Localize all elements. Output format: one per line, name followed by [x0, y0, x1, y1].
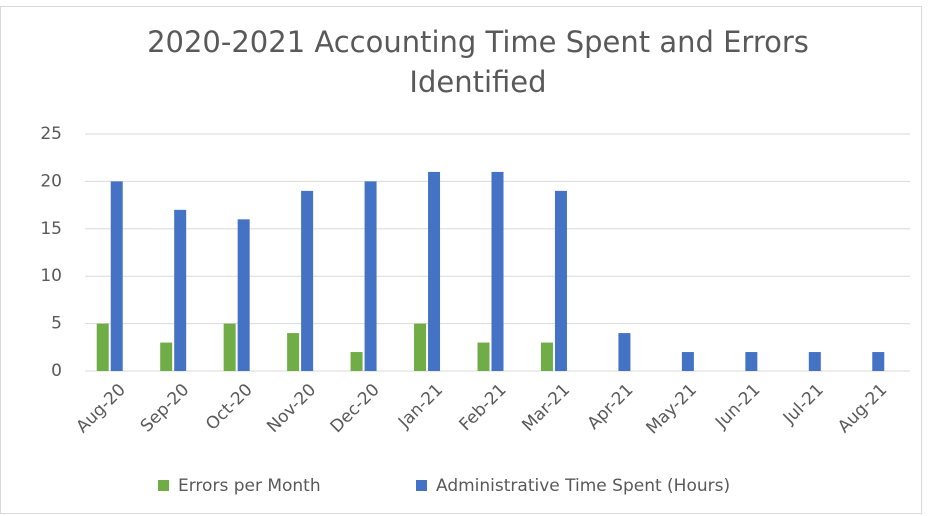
bar — [174, 209, 187, 371]
bar — [872, 352, 885, 371]
x-tick-label: May-21 — [643, 380, 701, 438]
bar — [745, 352, 758, 371]
bar — [287, 333, 300, 371]
x-tick-label: Aug-21 — [834, 380, 891, 437]
x-tick-label: Mar-21 — [518, 380, 574, 436]
bar — [618, 333, 631, 371]
x-tick-label: Jul-21 — [779, 380, 828, 429]
x-tick-label: Feb-21 — [456, 380, 511, 435]
bar — [491, 171, 504, 371]
x-tick-label: Dec-20 — [327, 380, 384, 437]
bar — [477, 342, 490, 371]
bar — [364, 181, 377, 371]
bar — [237, 219, 250, 371]
y-tick-label: 5 — [51, 314, 62, 334]
y-tick-label: 20 — [40, 171, 62, 191]
x-tick-label: Aug-20 — [73, 380, 130, 437]
bar — [540, 342, 553, 371]
x-tick-label: Oct-20 — [202, 380, 257, 435]
y-tick-label: 0 — [51, 361, 62, 381]
bar — [110, 181, 123, 371]
bar — [350, 352, 363, 371]
y-tick-label: 10 — [40, 266, 62, 286]
legend-label: Administrative Time Spent (Hours) — [436, 476, 730, 496]
y-tick-label: 25 — [40, 124, 62, 144]
x-tick-label: Jan-21 — [394, 380, 447, 433]
bar — [414, 323, 427, 371]
bar — [160, 342, 173, 371]
legend-swatch — [416, 480, 427, 491]
x-tick-label: Sep-20 — [137, 380, 193, 436]
bar — [808, 352, 821, 371]
y-tick-label: 15 — [40, 219, 62, 239]
x-tick-label: Apr-21 — [584, 380, 638, 434]
bar — [96, 323, 109, 371]
chart-frame — [0, 6, 922, 514]
legend-label: Errors per Month — [178, 476, 321, 496]
legend-swatch — [158, 480, 169, 491]
bar — [428, 171, 441, 371]
bar — [681, 352, 694, 371]
bar — [554, 190, 567, 371]
chart-title: 2020-2021 Accounting Time Spent and Erro… — [147, 25, 809, 99]
bar — [223, 323, 236, 371]
x-tick-label: Nov-20 — [263, 380, 320, 437]
bar — [301, 190, 314, 371]
x-tick-label: Jun-21 — [711, 380, 764, 433]
